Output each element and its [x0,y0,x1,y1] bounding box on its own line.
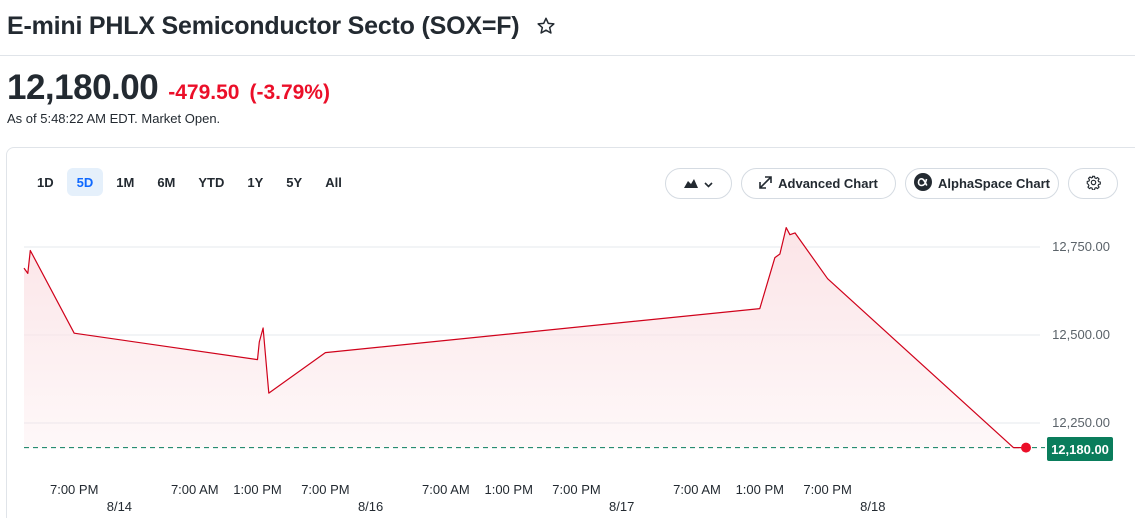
range-tab-1y[interactable]: 1Y [247,174,264,190]
chart-type-button[interactable] [665,168,732,199]
advanced-chart-label: Advanced Chart [778,176,878,191]
quote-header: E-mini PHLX Semiconductor Secto (SOX=F) [7,8,557,44]
range-tabs: 1D 5D 1M 6M YTD 1Y 5Y All [27,168,355,196]
range-tab-1m[interactable]: 1M [116,174,135,190]
alphaspace-chart-button[interactable]: AlphaSpace Chart [905,168,1059,199]
alphaspace-chart-label: AlphaSpace Chart [938,176,1050,191]
range-tab-5y[interactable]: 5Y [286,174,303,190]
range-tab-5d[interactable]: 5D [66,168,104,196]
range-tab-all[interactable]: All [325,174,342,190]
header-divider [0,55,1135,56]
as-of-timestamp: As of 5:48:22 AM EDT. Market Open. [7,111,221,126]
price-change: -479.50 [168,81,240,104]
chart-settings-button[interactable] [1068,168,1118,199]
price-row: 12,180.00 -479.50 (-3.79%) [7,68,330,108]
last-price: 12,180.00 [7,68,159,107]
range-tab-6m[interactable]: 6M [157,174,176,190]
page-title: E-mini PHLX Semiconductor Secto (SOX=F) [7,11,520,40]
range-tab-ytd[interactable]: YTD [198,174,225,190]
expand-arrow-icon [759,175,772,192]
advanced-chart-button[interactable]: Advanced Chart [741,168,896,199]
price-change-percent: (-3.79%) [249,81,330,104]
mountain-chart-icon [684,176,698,191]
range-tab-1d[interactable]: 1D [37,174,54,190]
chevron-down-icon [704,176,713,191]
gear-icon [1086,175,1101,193]
alpha-icon [914,173,932,194]
last-price-tag: 12,180.00 [1047,437,1113,461]
chart-card [6,147,1135,518]
star-icon[interactable] [535,15,557,37]
